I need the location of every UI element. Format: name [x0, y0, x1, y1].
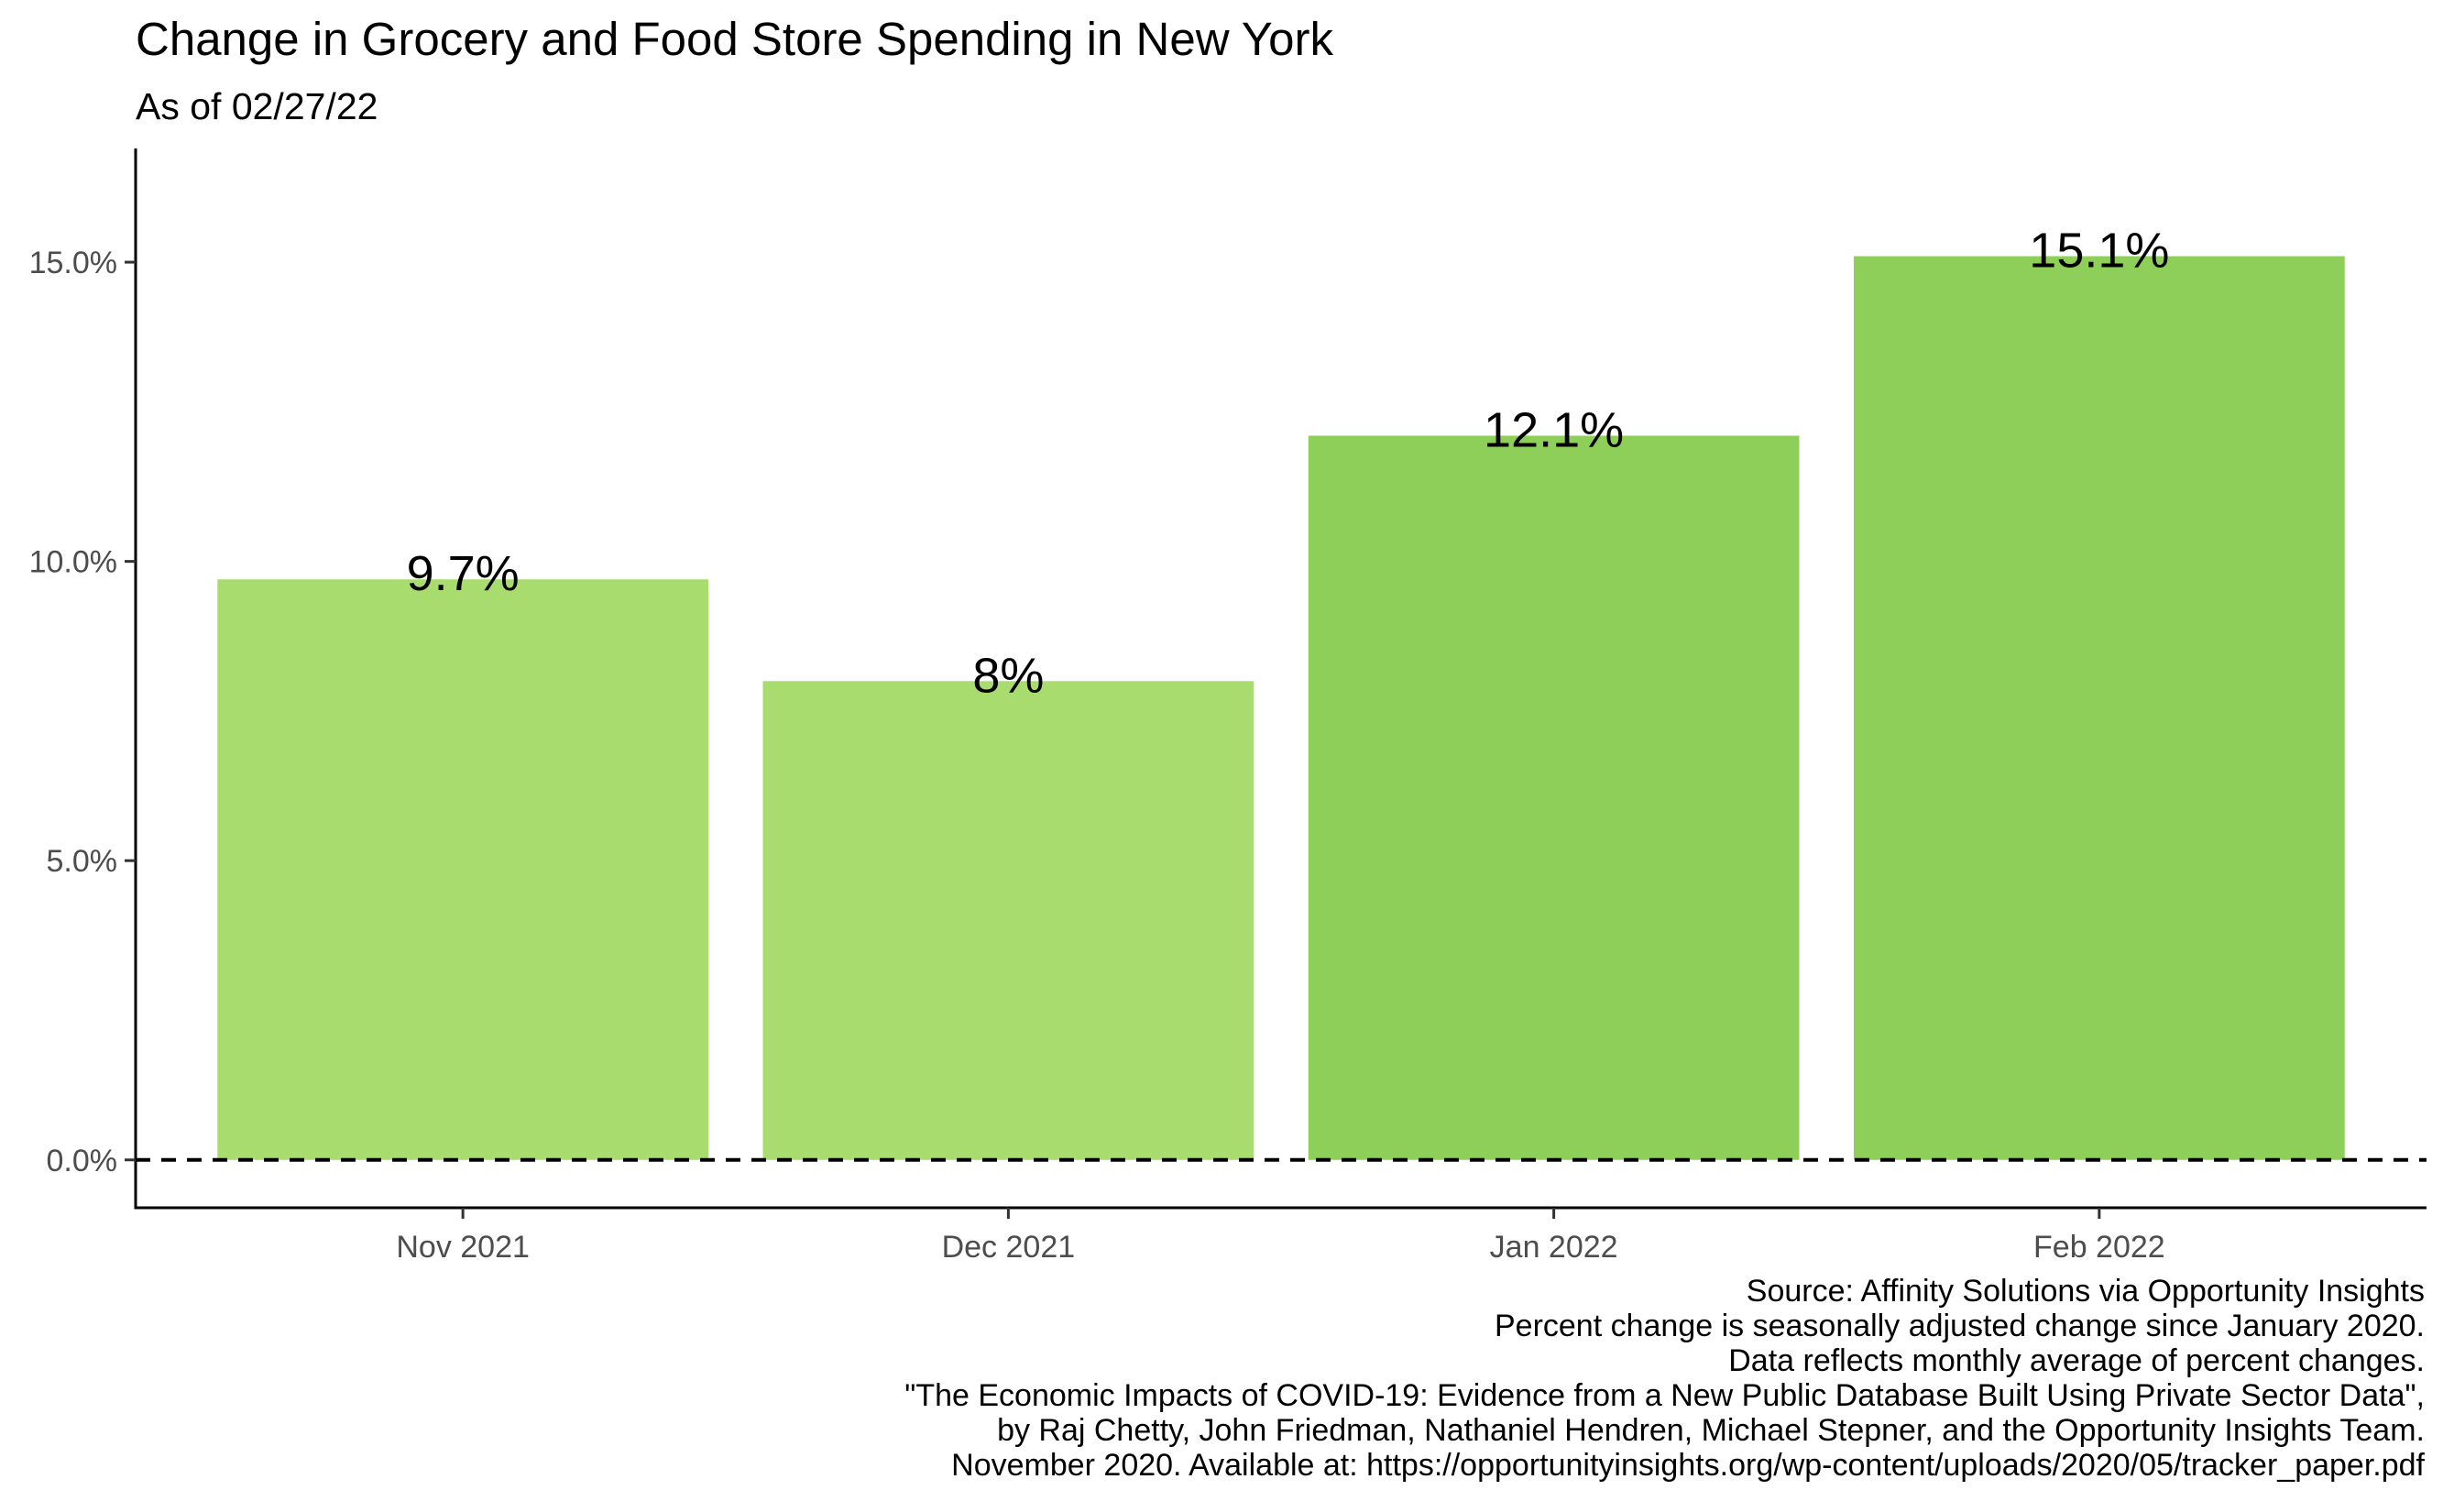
- caption-line: Source: Affinity Solutions via Opportuni…: [1747, 1274, 2425, 1309]
- bars-layer: [217, 256, 2345, 1160]
- chart-title: Change in Grocery and Food Store Spendin…: [136, 13, 1333, 65]
- caption-line: "The Economic Impacts of COVID-19: Evide…: [904, 1378, 2425, 1413]
- y-tick-label: 0.0%: [47, 1144, 118, 1178]
- bar-value-label: 12.1%: [1484, 402, 1624, 457]
- x-tick-label: Dec 2021: [942, 1230, 1076, 1265]
- y-tick-label: 15.0%: [29, 246, 117, 280]
- bar-value-label: 15.1%: [2029, 224, 2169, 279]
- x-tick-label: Feb 2022: [2033, 1230, 2165, 1265]
- caption-line: November 2020. Available at: https://opp…: [951, 1448, 2425, 1483]
- caption-line: Data reflects monthly average of percent…: [1728, 1343, 2425, 1378]
- bar-value-label: 8%: [972, 648, 1044, 703]
- bar-value-label: 9.7%: [407, 546, 520, 601]
- y-tick-label: 5.0%: [47, 844, 118, 879]
- bar-nov-2021: [217, 579, 709, 1160]
- bar-jan-2022: [1308, 435, 1800, 1160]
- axes-layer: 0.0% 5.0% 10.0% 15.0% Nov 2021 Dec 2021 Jan 20…: [29, 148, 2427, 1265]
- chart-subtitle: As of 02/27/22: [136, 85, 378, 127]
- caption-line: by Raj Chetty, John Friedman, Nathaniel …: [997, 1413, 2425, 1448]
- bar-labels-layer: 9.7% 8% 12.1% 15.1%: [407, 224, 2170, 704]
- caption-line: Percent change is seasonally adjusted ch…: [1495, 1309, 2425, 1343]
- x-tick-label: Nov 2021: [396, 1230, 530, 1265]
- bar-feb-2022: [1854, 256, 2345, 1160]
- y-tick-label: 10.0%: [29, 545, 117, 580]
- x-tick-label: Jan 2022: [1490, 1230, 1618, 1265]
- bar-dec-2021: [762, 681, 1254, 1160]
- caption-block: Source: Affinity Solutions via Opportuni…: [904, 1274, 2425, 1483]
